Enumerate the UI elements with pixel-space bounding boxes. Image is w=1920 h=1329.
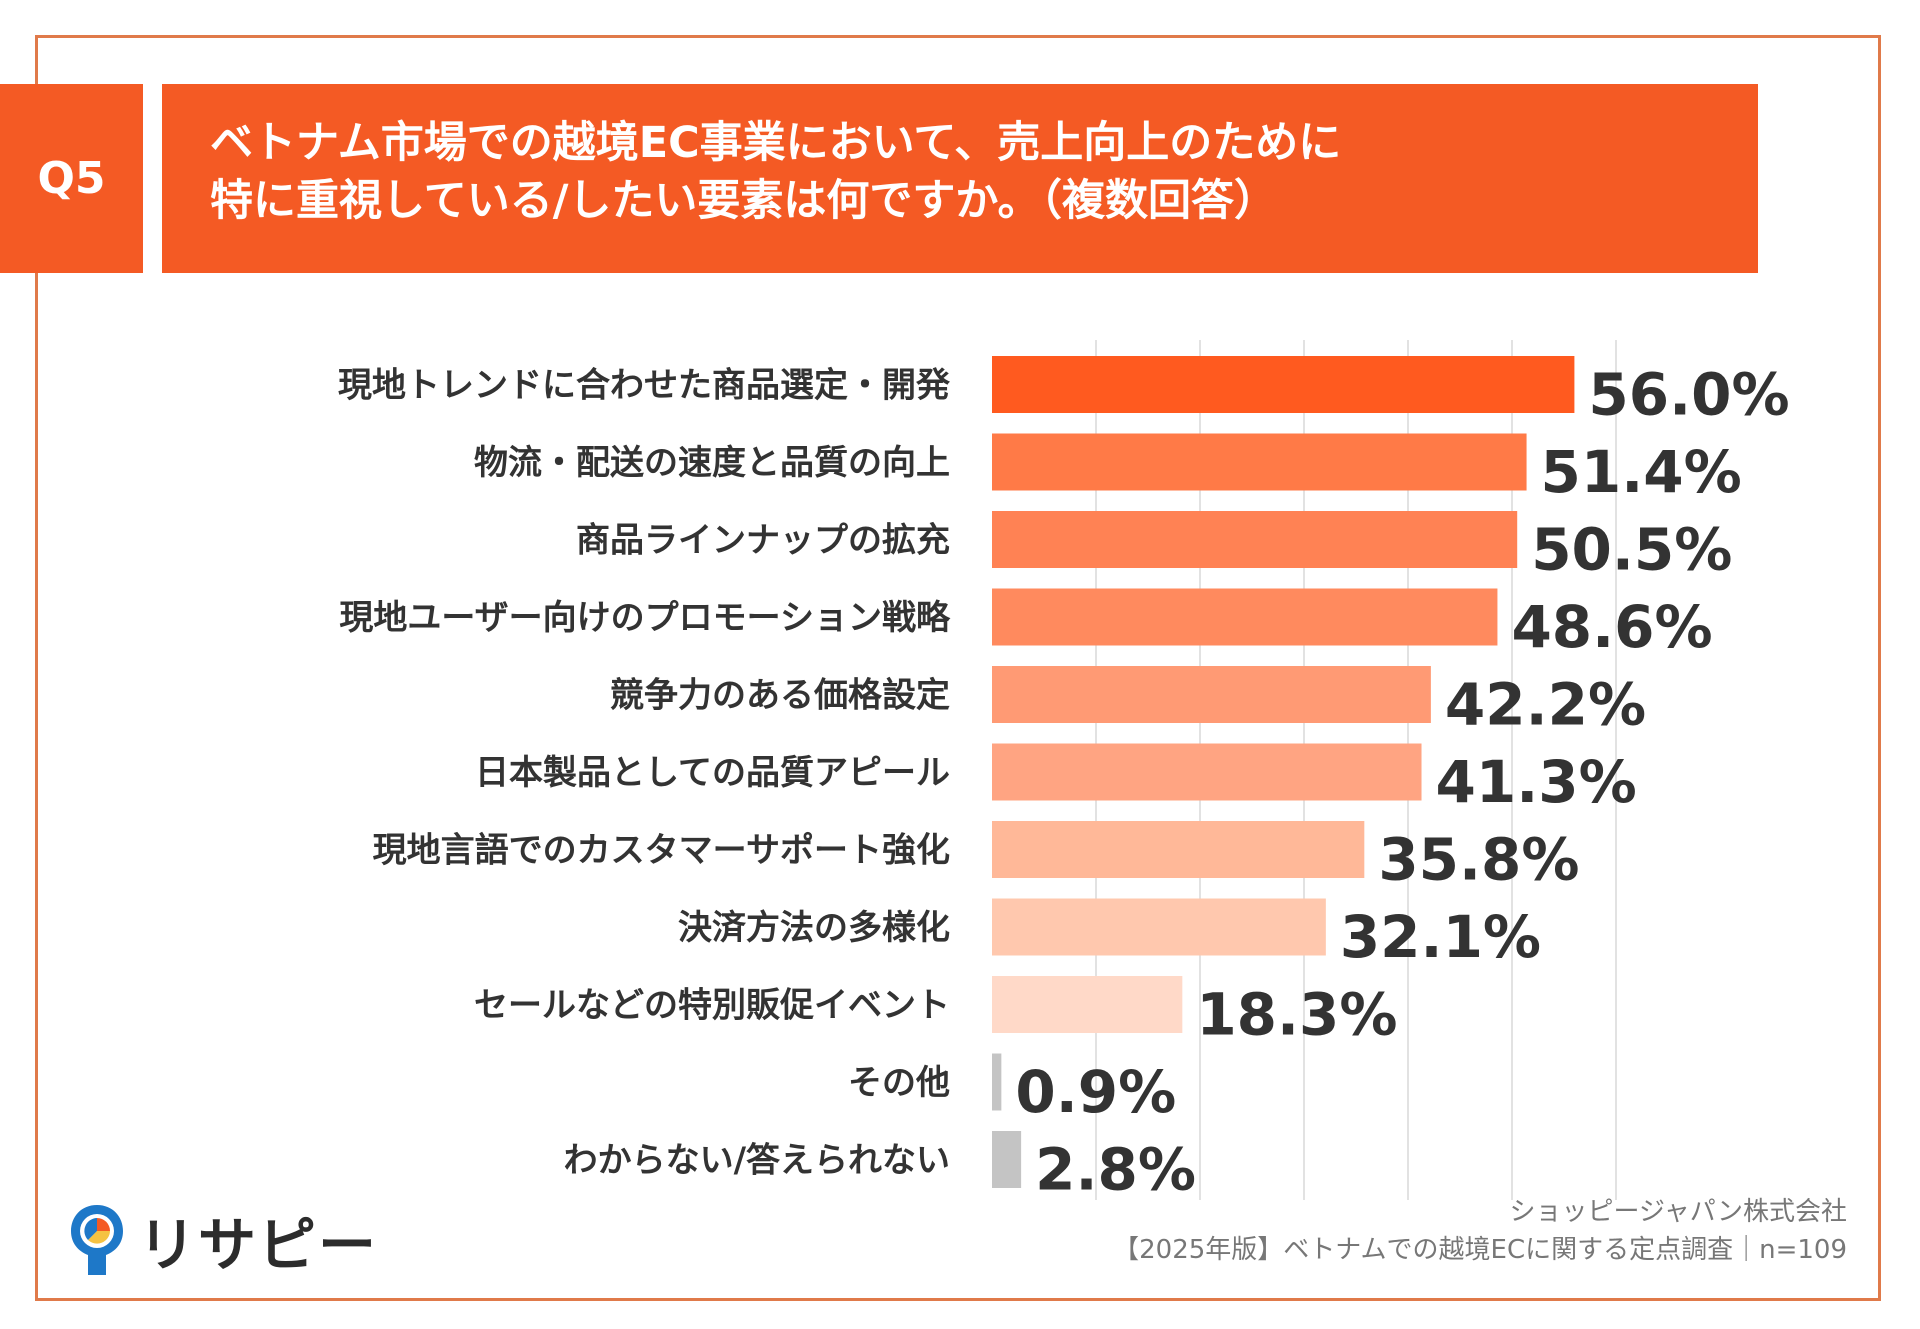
category-label: 競争力のある価格設定 <box>610 676 950 716</box>
brand-logo: リサピー <box>68 1198 378 1282</box>
category-label: 現地言語でのカスタマーサポート強化 <box>373 831 950 871</box>
value-label: 51.4% <box>1541 438 1742 506</box>
category-label: 現地トレンドに合わせた商品選定・開発 <box>338 366 951 406</box>
value-label: 50.5% <box>1531 516 1732 584</box>
bar-5 <box>992 743 1422 801</box>
value-label: 35.8% <box>1378 826 1579 894</box>
bar-4 <box>992 666 1431 723</box>
category-label: 日本製品としての品質アピール <box>475 753 950 793</box>
bar-1 <box>992 433 1527 491</box>
value-label: 18.3% <box>1196 981 1397 1049</box>
value-label: 48.6% <box>1511 593 1712 661</box>
question-title-line-1: ベトナム市場での越境EC事業において、売上向上のために <box>210 118 1342 168</box>
category-label: その他 <box>848 1063 950 1103</box>
value-label: 32.1% <box>1340 903 1541 971</box>
bar-7 <box>992 898 1326 956</box>
bar-2 <box>992 511 1518 568</box>
source-survey: 【2025年版】ベトナムでの越境ECに関する定点調査｜n=109 <box>1113 1235 1847 1265</box>
bar-3 <box>992 588 1498 646</box>
value-label: 0.9% <box>1015 1058 1176 1126</box>
value-label: 56.0% <box>1588 361 1789 429</box>
value-label: 42.2% <box>1445 671 1646 739</box>
question-title-line-2: 特に重視している/したい要素は何ですか。（複数回答） <box>210 176 1278 226</box>
value-label: 2.8% <box>1035 1136 1196 1201</box>
source-note: ショッピージャパン株式会社 【2025年版】ベトナムでの越境ECに関する定点調査… <box>1113 1193 1847 1269</box>
bar-6 <box>992 821 1365 878</box>
category-label: セールなどの特別販促イベント <box>474 986 950 1026</box>
map-pin-pie-icon <box>71 1205 123 1275</box>
bar-9 <box>992 1053 1002 1111</box>
category-label: 商品ラインナップの拡充 <box>576 521 950 561</box>
bar-0 <box>992 356 1575 413</box>
bar-10 <box>992 1131 1022 1188</box>
chart-frame <box>35 35 1881 1301</box>
question-title-box: ベトナム市場での越境EC事業において、売上向上のために 特に重視している/したい… <box>162 84 1758 273</box>
bar-chart: 現地トレンドに合わせた商品選定・開発 56.0% 物流・配送の速度と品質の向上 51.… <box>338 340 1790 1201</box>
category-label: 物流・配送の速度と品質の向上 <box>474 443 950 483</box>
category-label: わからない/答えられない <box>564 1141 950 1181</box>
bar-8 <box>992 976 1183 1033</box>
logo-text: リサピー <box>138 1211 379 1279</box>
category-label: 現地ユーザー向けのプロモーション戦略 <box>339 598 951 638</box>
source-company: ショッピージャパン株式会社 <box>1509 1197 1847 1227</box>
value-label: 41.3% <box>1436 748 1637 816</box>
category-label: 決済方法の多様化 <box>678 908 950 948</box>
question-badge: Q5 <box>0 84 143 273</box>
